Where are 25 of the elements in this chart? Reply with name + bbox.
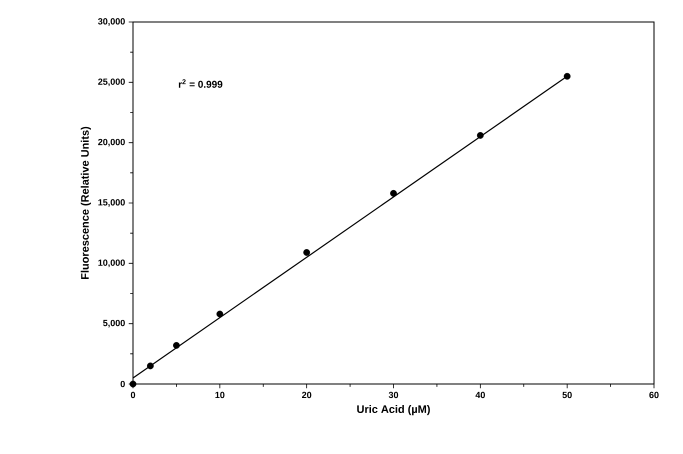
x-tick-label: 10 xyxy=(215,392,224,398)
y-axis-title: Fluorescence (Relative Units) xyxy=(80,126,91,279)
point xyxy=(130,380,136,388)
point xyxy=(146,362,154,370)
x-axis-title: Uric Acid (µM) xyxy=(357,404,430,416)
y-tick-label: 15,000 xyxy=(98,199,125,207)
point xyxy=(390,190,397,197)
x-tick-label: 0 xyxy=(130,392,136,398)
point xyxy=(173,342,180,349)
x-tick-label: 20 xyxy=(302,392,312,398)
annotation: r$^{2}$ = 0.999 xyxy=(178,79,222,88)
y-tick-label: 25,000 xyxy=(98,78,125,86)
y-tick-label: 30,000 xyxy=(98,18,125,26)
y-tick-label: 5,000 xyxy=(103,320,125,328)
y-tick-label: 0 xyxy=(120,380,125,388)
point xyxy=(303,249,310,256)
point xyxy=(476,132,484,139)
x-tick-label: 60 xyxy=(649,392,659,398)
y-tick-label: 10,000 xyxy=(98,260,125,268)
y-tick-label: 20,000 xyxy=(98,138,125,146)
x-tick-label: 50 xyxy=(562,392,572,398)
point xyxy=(216,310,224,318)
x-tick-label: 30 xyxy=(388,392,398,398)
x-tick-label: 40 xyxy=(475,392,485,398)
point xyxy=(564,72,571,80)
